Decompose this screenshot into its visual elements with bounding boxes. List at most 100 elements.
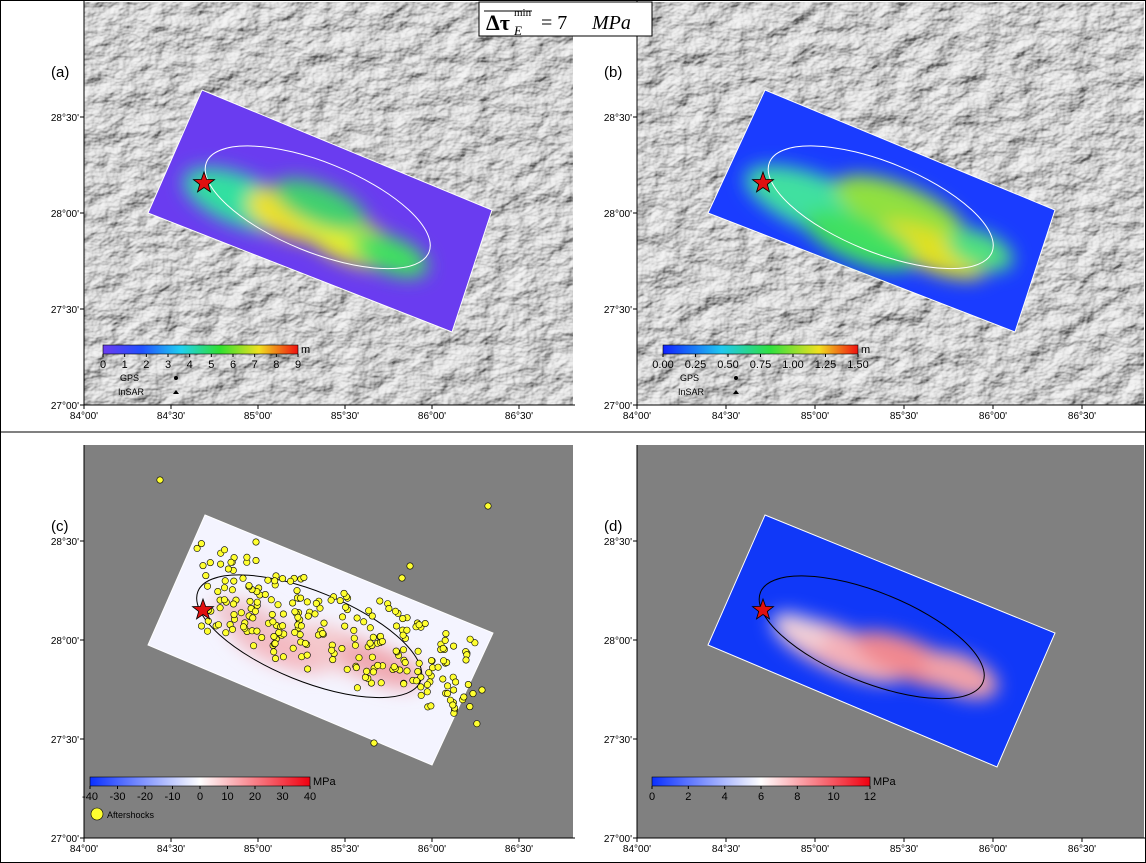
colorbar-tick-label: 1.00 [782,359,803,371]
aftershock [474,721,480,727]
aftershock [194,545,200,551]
aftershock [247,598,253,604]
aftershock [354,685,360,691]
x-tick-label: 85°00' [801,411,829,422]
colorbar-tick-label: 3 [165,359,171,371]
aftershock [312,611,318,617]
x-tick-label: 84°30' [712,411,740,422]
aftershock [467,636,473,642]
colorbar-tick-label: -40 [82,791,98,803]
aftershock [240,575,246,581]
aftershock [330,656,336,662]
aftershock [279,623,285,629]
panel-label: (c) [51,518,69,535]
colorbar-unit: m [301,344,310,356]
aftershock [217,561,223,567]
legend-label: GPS [120,373,139,383]
aftershock [205,618,211,624]
y-tick-label: 27°30' [51,735,79,746]
aftershock [363,668,369,674]
aftershock [313,600,319,606]
aftershock [463,657,469,663]
y-tick-label: 28°00' [604,636,632,647]
aftershock [341,590,347,596]
colorbar [652,777,870,786]
aftershock [246,582,252,588]
title-symbol: Δτ [486,10,510,35]
x-tick-label: 85°30' [890,844,918,855]
aftershock [352,642,358,648]
aftershock [287,578,293,584]
aftershock [401,681,407,687]
aftershock [276,629,282,635]
aftershock [223,630,229,636]
aftershock [230,601,236,607]
aftershock [272,640,278,646]
aftershock [444,690,450,696]
y-tick-label: 27°30' [604,735,632,746]
x-tick-label: 85°00' [244,411,272,422]
aftershock [413,678,419,684]
y-tick-label: 27°30' [604,305,632,316]
aftershock [416,660,422,666]
aftershock [450,643,456,649]
colorbar-tick-label: 0.25 [685,359,706,371]
aftershock [479,687,485,693]
aftershock [203,572,209,578]
aftershock [485,503,491,509]
aftershock [304,599,310,605]
colorbar-tick-label: 0.75 [750,359,771,371]
aftershock [426,670,432,676]
aftershock [371,740,377,746]
aftershock [440,676,446,682]
aftershock [370,634,376,640]
map-panel: 28°30'28°00'27°30'27°00'84°00'84°30'85°0… [604,445,1146,855]
aftershock [428,657,434,663]
aftershock [337,597,343,603]
aftershock [275,602,281,608]
colorbar-tick-label: 40 [304,791,316,803]
x-tick-label: 86°00' [979,411,1007,422]
aftershock [271,649,277,655]
aftershock [269,611,275,617]
panel-label: (d) [604,518,622,535]
x-tick-label: 86°00' [418,411,446,422]
colorbar-tick-label: 0 [197,791,203,803]
title-value: = 7 [541,12,567,34]
aftershock [328,647,334,653]
aftershock [301,574,307,580]
panels: 28°30'28°00'27°30'27°00'84°00'84°30'85°0… [51,0,1146,855]
aftershock [265,577,271,583]
aftershock [298,623,304,629]
aftershock [351,635,357,641]
aftershock [444,683,450,689]
x-tick-label: 84°30' [157,844,185,855]
aftershock [272,655,278,661]
y-tick-label: 27°30' [51,305,79,316]
aftershock [367,640,373,646]
aftershock [231,611,237,617]
aftershock [344,666,350,672]
aftershock [404,668,410,674]
aftershock [424,689,430,695]
aftershock [279,575,285,581]
aftershock [450,702,456,708]
y-tick-label: 28°30' [51,537,79,548]
aftershock [361,619,367,625]
aftershock [321,620,327,626]
aftershock [418,692,424,698]
x-tick-label: 86°00' [418,844,446,855]
aftershock [238,610,244,616]
aftershock [400,615,406,621]
x-tick-label: 85°30' [331,411,359,422]
aftershock [302,640,308,646]
aftershock [328,597,334,603]
colorbar-tick-label: 4 [187,359,193,371]
map-panel: 28°30'28°00'27°30'27°00'84°00'84°30'85°0… [51,0,575,422]
colorbar-tick-label: 0 [100,359,106,371]
aftershock [157,477,163,483]
figure: 28°30'28°00'27°30'27°00'84°00'84°30'85°0… [0,0,1146,863]
x-tick-label: 84°30' [157,411,185,422]
aftershock [262,591,268,597]
colorbar-tick-label: 1 [122,359,128,371]
